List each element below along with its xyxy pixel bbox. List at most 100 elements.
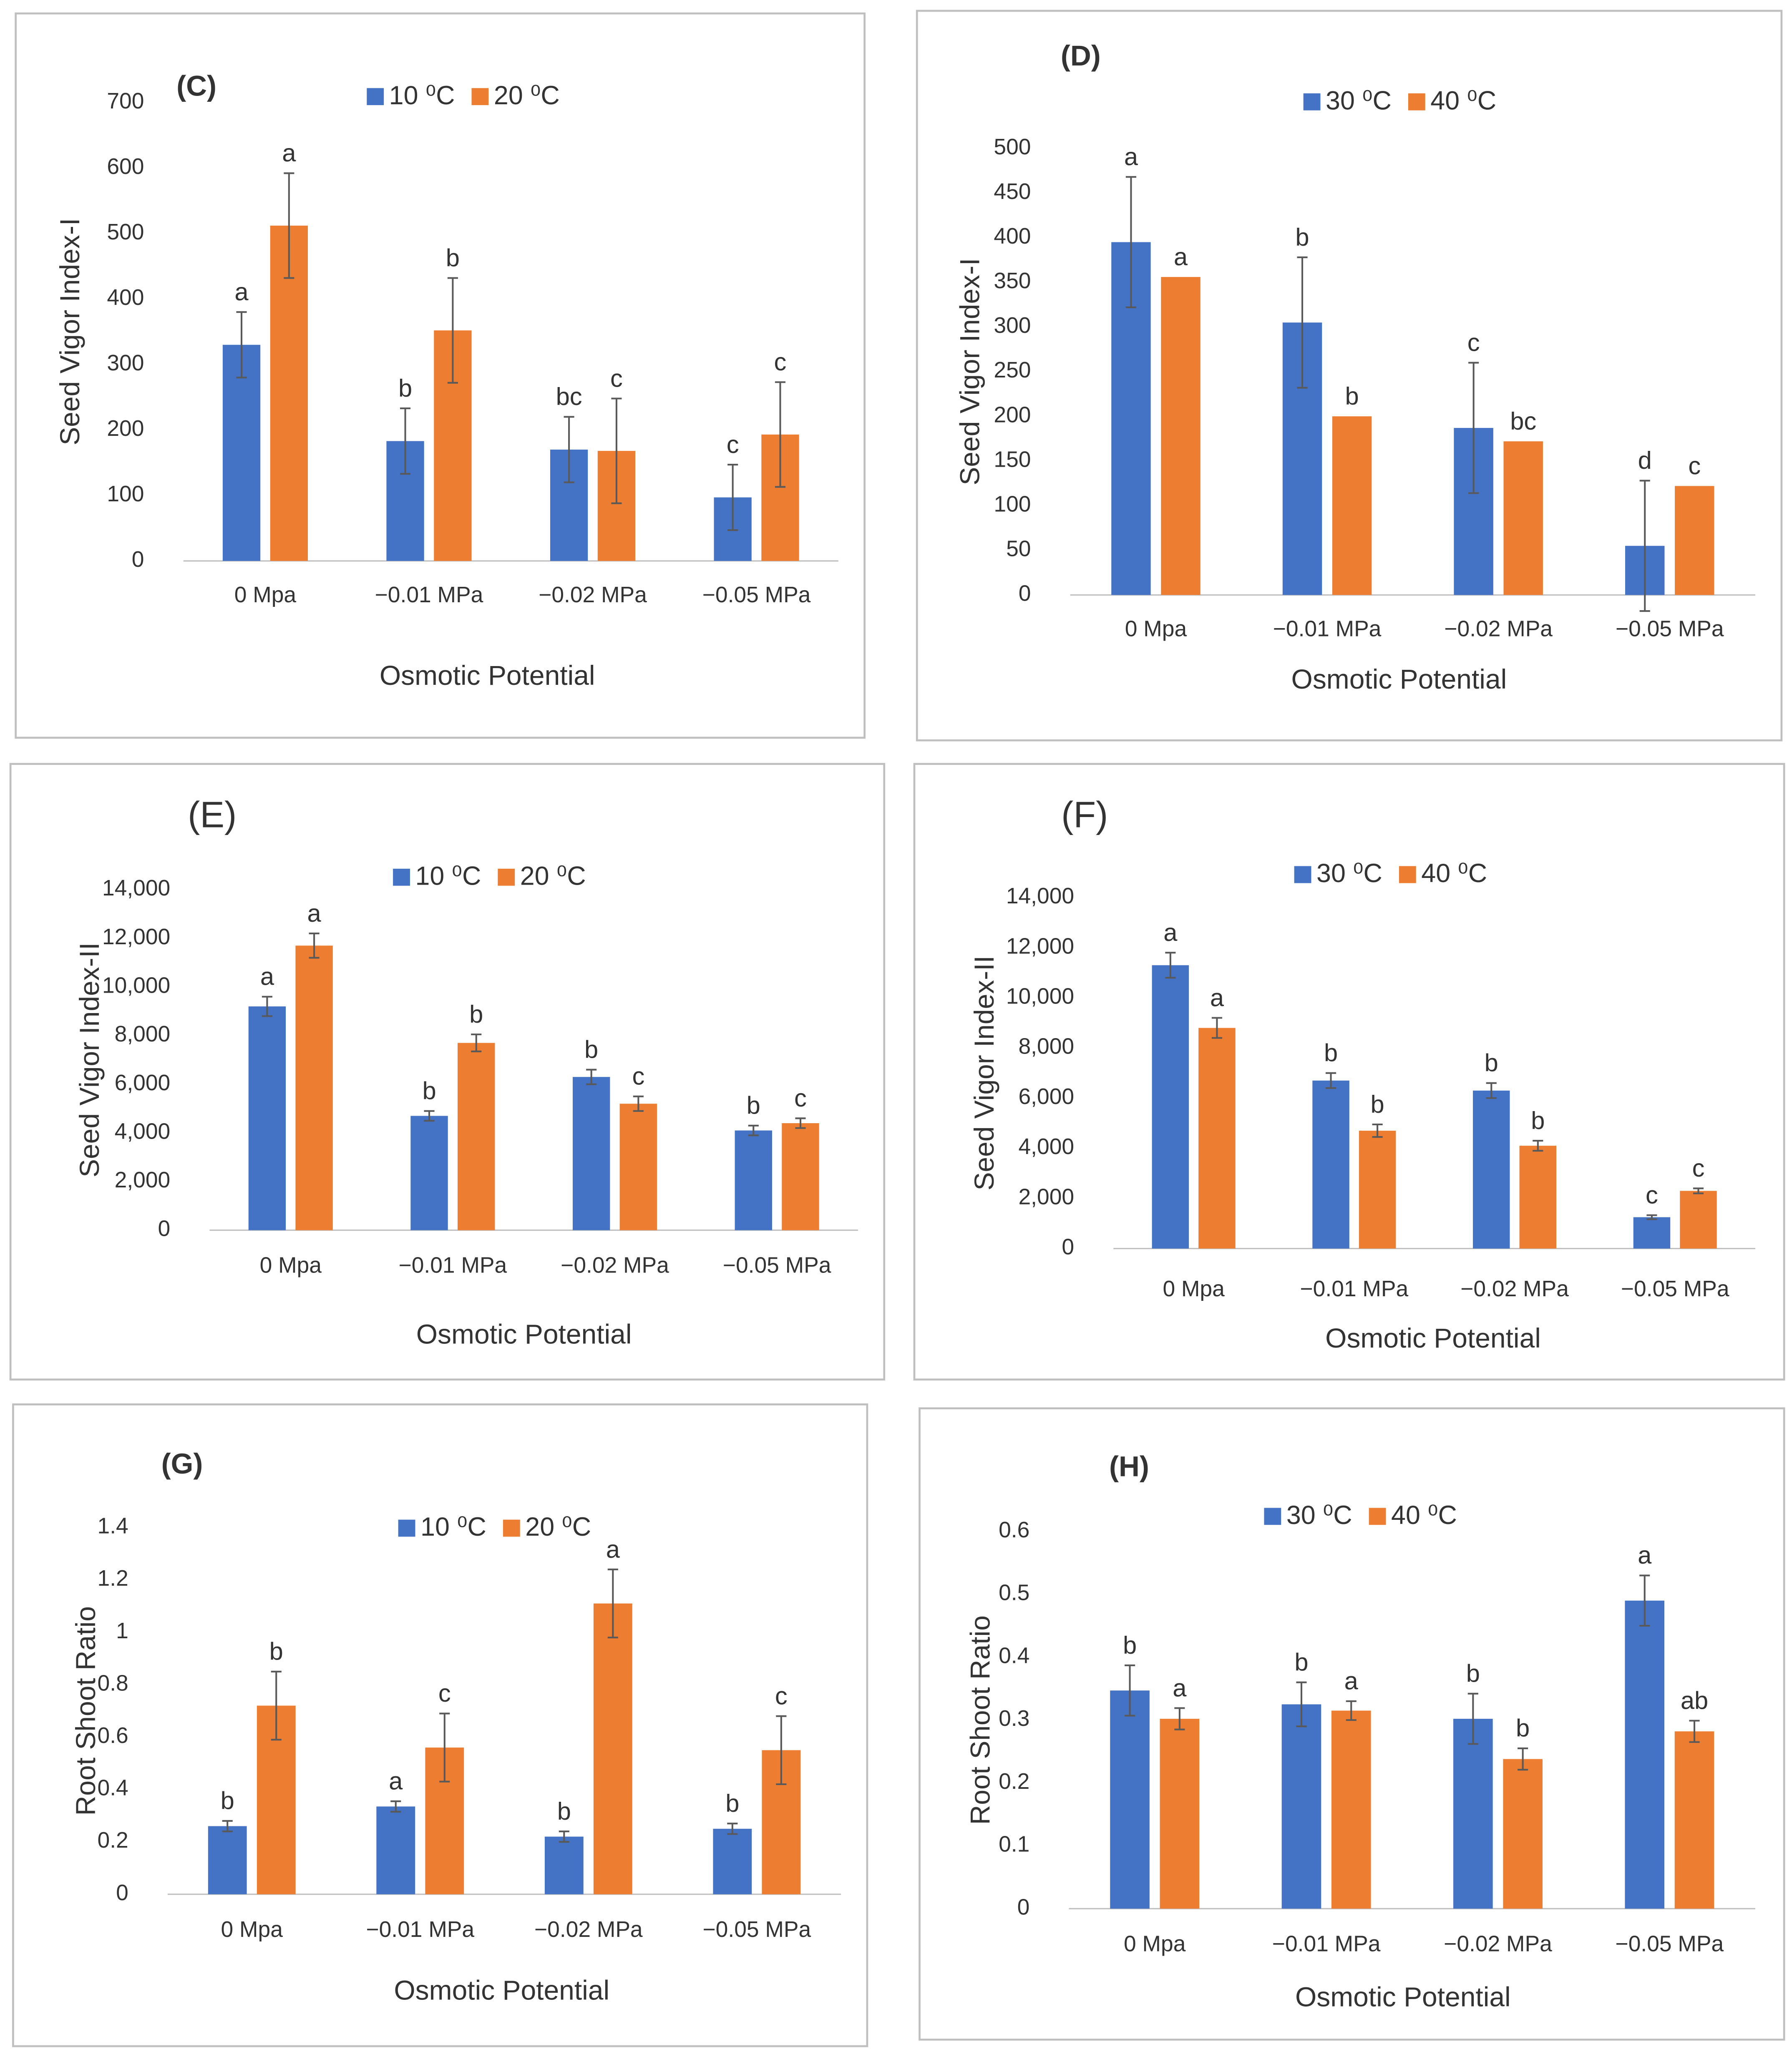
significance-letter: a	[282, 139, 296, 167]
significance-letter: c	[632, 1062, 644, 1090]
panel-border	[15, 12, 866, 739]
y-tick-label: 0.6	[98, 1723, 128, 1748]
y-tick-label: 0	[1019, 581, 1031, 606]
significance-letter: c	[1646, 1181, 1658, 1209]
significance-letter: a	[307, 899, 322, 927]
significance-letter: c	[1692, 1154, 1705, 1182]
x-axis-label: Osmotic Potential	[1325, 1323, 1541, 1353]
error-bar	[564, 416, 574, 483]
error-bar	[1174, 1707, 1185, 1730]
error-bar	[1125, 176, 1136, 308]
y-tick-label: 1.2	[98, 1566, 128, 1591]
legend-label: 10 ⁰C	[389, 81, 455, 110]
error-bar	[633, 1095, 644, 1112]
y-axis-label: Root Shoot Ratio	[70, 1606, 101, 1816]
significance-letter: c	[727, 430, 739, 458]
bar	[593, 1603, 632, 1894]
legend-label: 30 ⁰C	[1316, 859, 1382, 888]
legend-label: 20 ⁰C	[520, 861, 586, 890]
x-tick-label: −0.02 MPa	[1444, 1931, 1552, 1956]
x-tick-label: 0 Mpa	[221, 1917, 283, 1942]
y-tick-label: 0.3	[999, 1706, 1029, 1731]
bar	[1519, 1146, 1557, 1249]
significance-letter: b	[1371, 1090, 1384, 1118]
error-bar	[1646, 1214, 1657, 1220]
significance-letter: b	[584, 1035, 598, 1063]
error-bar	[1639, 1574, 1650, 1627]
significance-letter: b	[557, 1797, 571, 1825]
bar	[1503, 441, 1543, 595]
error-bar	[1346, 1700, 1357, 1721]
x-axis-label: Osmotic Potential	[1295, 1981, 1511, 2012]
y-tick-label: 0	[132, 547, 144, 572]
legend-swatch	[367, 88, 384, 106]
panel-border	[913, 763, 1785, 1381]
significance-letter: b	[1485, 1049, 1498, 1077]
legend-swatch	[1369, 1508, 1386, 1525]
y-tick-label: 200	[107, 416, 144, 441]
error-bar	[1486, 1082, 1497, 1099]
error-bar	[447, 277, 458, 384]
error-bar	[222, 1820, 233, 1833]
y-tick-label: 6,000	[115, 1071, 171, 1095]
significance-letter: c	[794, 1084, 807, 1112]
y-axis-label: Seed Vigor Index-I	[954, 258, 985, 485]
error-bar	[1639, 480, 1650, 612]
y-tick-label: 0.5	[999, 1581, 1029, 1605]
x-tick-label: −0.01 MPa	[375, 583, 483, 607]
error-bar	[1468, 362, 1479, 494]
error-bar	[748, 1124, 759, 1137]
significance-letter: a	[1638, 1541, 1652, 1569]
significance-letter: b	[725, 1789, 739, 1817]
error-bar	[559, 1830, 569, 1843]
significance-letter: b	[1324, 1039, 1338, 1067]
error-bar	[1533, 1140, 1543, 1152]
significance-letter: b	[422, 1077, 436, 1105]
bar	[1161, 277, 1201, 595]
bar	[1152, 965, 1189, 1249]
x-tick-label: −0.01 MPa	[366, 1917, 474, 1942]
error-bar	[795, 1117, 806, 1129]
error-bar	[424, 1110, 435, 1122]
y-tick-label: 450	[994, 179, 1031, 204]
legend-label: 10 ⁰C	[420, 1512, 486, 1541]
y-axis-label: Seed Vigor Index-I	[54, 218, 85, 445]
error-bar	[439, 1712, 450, 1783]
y-tick-label: 14,000	[102, 876, 170, 900]
significance-letter: b	[1531, 1106, 1545, 1134]
significance-letter: c	[1688, 452, 1701, 480]
y-tick-label: 14,000	[1006, 884, 1074, 908]
bar	[1675, 486, 1714, 595]
bar	[1281, 1704, 1321, 1909]
bar	[544, 1836, 584, 1894]
x-axis-label: Osmotic Potential	[380, 660, 595, 691]
legend-label: 40 ⁰C	[1430, 86, 1496, 115]
error-bar	[471, 1034, 482, 1052]
y-tick-label: 100	[107, 482, 144, 506]
significance-letter: c	[775, 1682, 788, 1710]
y-axis-label: Seed Vigor Index-II	[969, 956, 999, 1190]
error-bar	[271, 1670, 282, 1741]
y-tick-label: 300	[107, 351, 144, 375]
bar	[1680, 1191, 1717, 1249]
x-tick-label: −0.05 MPa	[1616, 616, 1724, 641]
y-tick-label: 600	[107, 154, 144, 179]
legend-label: 40 ⁰C	[1421, 859, 1487, 888]
significance-letter: b	[1123, 1631, 1137, 1659]
x-axis-label: Osmotic Potential	[1291, 664, 1507, 694]
error-bar	[1326, 1072, 1336, 1089]
error-bar	[1372, 1123, 1383, 1138]
bar	[1473, 1090, 1510, 1249]
y-tick-label: 8,000	[1019, 1034, 1075, 1059]
significance-letter: b	[469, 1000, 483, 1028]
bar	[1359, 1131, 1396, 1249]
y-tick-label: 2,000	[115, 1168, 171, 1192]
y-tick-label: 0.1	[999, 1832, 1029, 1857]
significance-letter: c	[610, 364, 623, 392]
bar	[713, 1828, 752, 1894]
y-tick-label: 10,000	[102, 973, 170, 998]
x-tick-label: −0.05 MPa	[1616, 1931, 1724, 1956]
error-bar	[1689, 1720, 1700, 1743]
significance-letter: a	[234, 278, 249, 306]
